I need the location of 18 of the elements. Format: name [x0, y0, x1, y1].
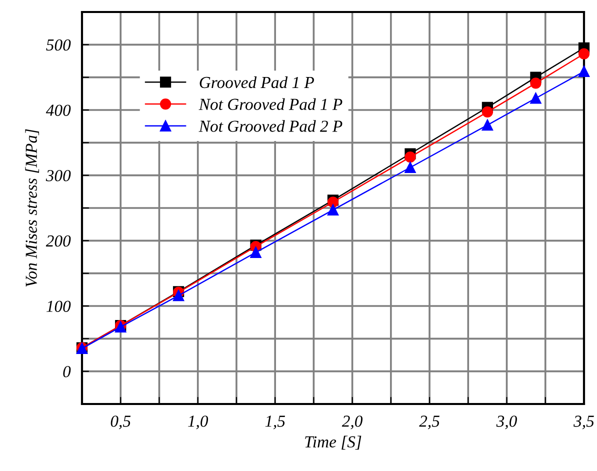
- x-tick-label: 3,5: [574, 416, 594, 430]
- x-axis-title: Time [S]: [305, 436, 362, 450]
- x-tick-label: 3,0: [496, 416, 517, 430]
- y-tick-label: 0: [63, 366, 71, 378]
- y-axis-title: Von Mises stress [MPa]: [25, 129, 40, 287]
- legend-label: Not Grooved Pad 2 P: [198, 120, 342, 132]
- y-tick-label: 400: [46, 104, 71, 116]
- y-tick-label: 300: [46, 170, 71, 182]
- legend-label: Grooved Pad 1 P: [200, 76, 314, 88]
- y-tick-label: 200: [46, 235, 71, 247]
- y-tick-label: 100: [46, 300, 71, 312]
- legend-label: Not Grooved Pad 1 P: [198, 98, 342, 110]
- y-tick-label: 500: [46, 39, 71, 51]
- x-tick-label: 0,5: [110, 416, 131, 430]
- x-tick-label: 1,0: [188, 416, 208, 430]
- x-tick-label: 2,5: [419, 416, 440, 430]
- x-tick-label: 1,5: [265, 416, 285, 430]
- x-tick-label: 2,0: [342, 416, 363, 430]
